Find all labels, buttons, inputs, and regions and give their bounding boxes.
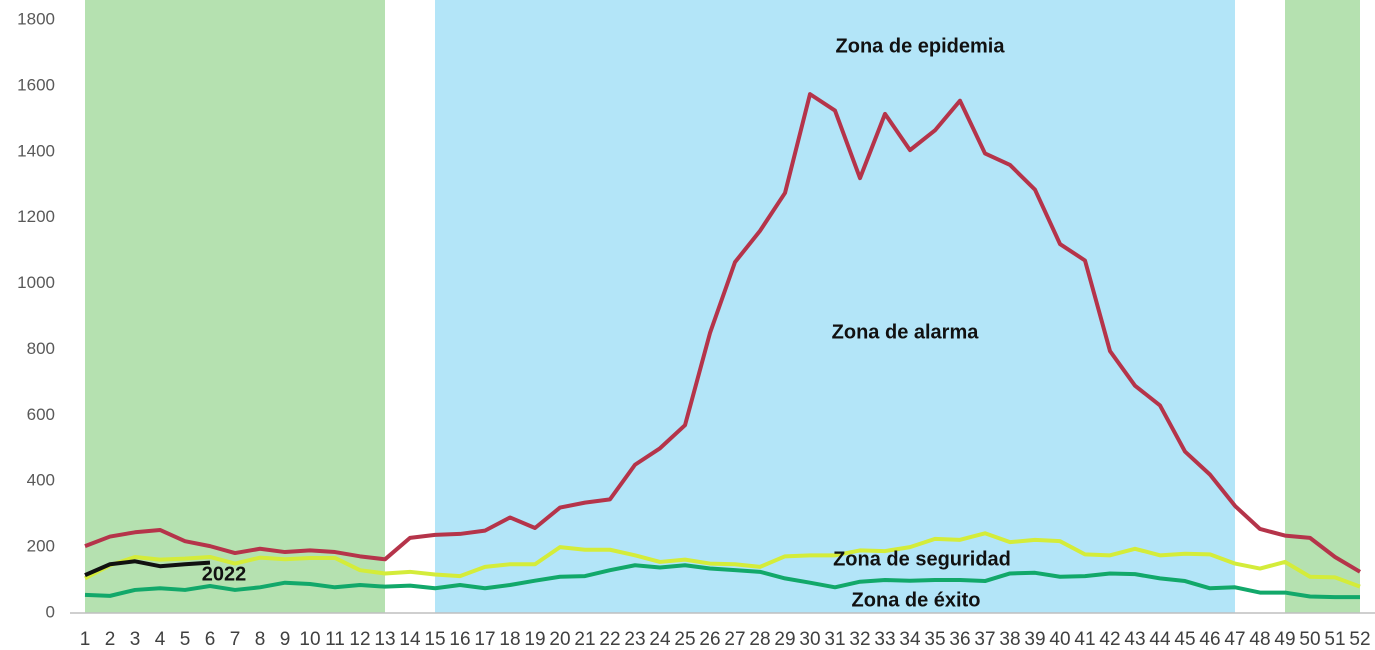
x-tick-label: 12 (349, 629, 370, 650)
y-tick-label: 1000 (17, 273, 55, 292)
x-tick-label: 52 (1349, 629, 1370, 650)
x-tick-label: 36 (949, 629, 970, 650)
x-tick-label: 21 (574, 629, 595, 650)
zone-band (1285, 0, 1360, 613)
x-tick-label: 20 (549, 629, 570, 650)
x-tick-label: 10 (299, 629, 320, 650)
x-tick-label: 37 (974, 629, 995, 650)
bands (85, 0, 1360, 613)
x-tick-label: 40 (1049, 629, 1070, 650)
x-tick-label: 24 (649, 629, 671, 650)
series-line (84, 563, 1360, 600)
x-tick-label: 9 (280, 629, 291, 650)
x-tick-label: 7 (230, 629, 241, 650)
x-tick-label: 16 (449, 629, 470, 650)
series-line (84, 531, 1361, 589)
y-tick-label: 1400 (17, 141, 55, 160)
x-tick-label: 27 (724, 629, 745, 650)
annotation: Zona de alarma (832, 321, 980, 343)
x-tick-label: 48 (1249, 629, 1270, 650)
x-tick-label: 31 (824, 629, 845, 650)
x-tick-label: 18 (499, 629, 520, 650)
x-tick-label: 29 (774, 629, 795, 650)
series-line (84, 92, 1362, 574)
y-tick-label: 600 (27, 405, 55, 424)
annotation: Zona de seguridad (833, 548, 1011, 570)
x-tick-label: 8 (255, 629, 266, 650)
y-tick-label: 800 (27, 339, 55, 358)
series-label: 2022 (202, 563, 247, 585)
x-tick-label: 35 (924, 629, 945, 650)
x-tick-label: 13 (374, 629, 395, 650)
x-tick-label: 34 (899, 629, 921, 650)
x-tick-label: 17 (474, 629, 495, 650)
x-tick-label: 11 (325, 629, 345, 650)
x-tick-label: 46 (1199, 629, 1220, 650)
x-tick-label: 51 (1324, 629, 1345, 650)
x-tick-label: 39 (1024, 629, 1045, 650)
x-tick-label: 1 (80, 629, 91, 650)
x-tick-label: 42 (1099, 629, 1120, 650)
x-tick-label: 50 (1299, 629, 1320, 650)
annotation: Zona de epidemia (836, 35, 1006, 57)
x-tick-label: 15 (424, 629, 445, 650)
x-tick-label: 3 (130, 629, 141, 650)
x-tick-label: 25 (674, 629, 695, 650)
x-tick-label: 14 (399, 629, 421, 650)
x-tick-label: 30 (799, 629, 820, 650)
y-tick-label: 0 (46, 602, 55, 621)
y-tick-label: 200 (27, 537, 55, 556)
x-tick-label: 38 (999, 629, 1020, 650)
x-tick-label: 23 (624, 629, 645, 650)
zone-band (85, 0, 385, 613)
y-tick-label: 1800 (17, 9, 55, 28)
x-tick-label: 47 (1224, 629, 1245, 650)
lines (84, 92, 1362, 600)
x-tick-label: 41 (1074, 629, 1095, 650)
x-tick-label: 44 (1149, 629, 1171, 650)
x-tick-label: 2 (105, 629, 116, 650)
x-tick-label: 33 (874, 629, 895, 650)
x-tick-label: 28 (749, 629, 770, 650)
x-tick-label: 5 (180, 629, 191, 650)
x-tick-label: 26 (699, 629, 720, 650)
y-tick-label: 1200 (17, 207, 55, 226)
zone-band (435, 0, 1235, 613)
y-tick-label: 400 (27, 471, 55, 490)
x-tick-label: 43 (1124, 629, 1145, 650)
series-line (84, 559, 211, 577)
y-tick-label: 1600 (17, 75, 55, 94)
x-tick-label: 4 (155, 629, 166, 650)
x-tick-label: 22 (599, 629, 620, 650)
x-tick-label: 6 (205, 629, 216, 650)
x-tick-label: 32 (849, 629, 870, 650)
annotation: Zona de éxito (852, 589, 981, 611)
x-tick-label: 45 (1174, 629, 1195, 650)
x-tick-label: 49 (1274, 629, 1295, 650)
x-tick-label: 19 (524, 629, 545, 650)
